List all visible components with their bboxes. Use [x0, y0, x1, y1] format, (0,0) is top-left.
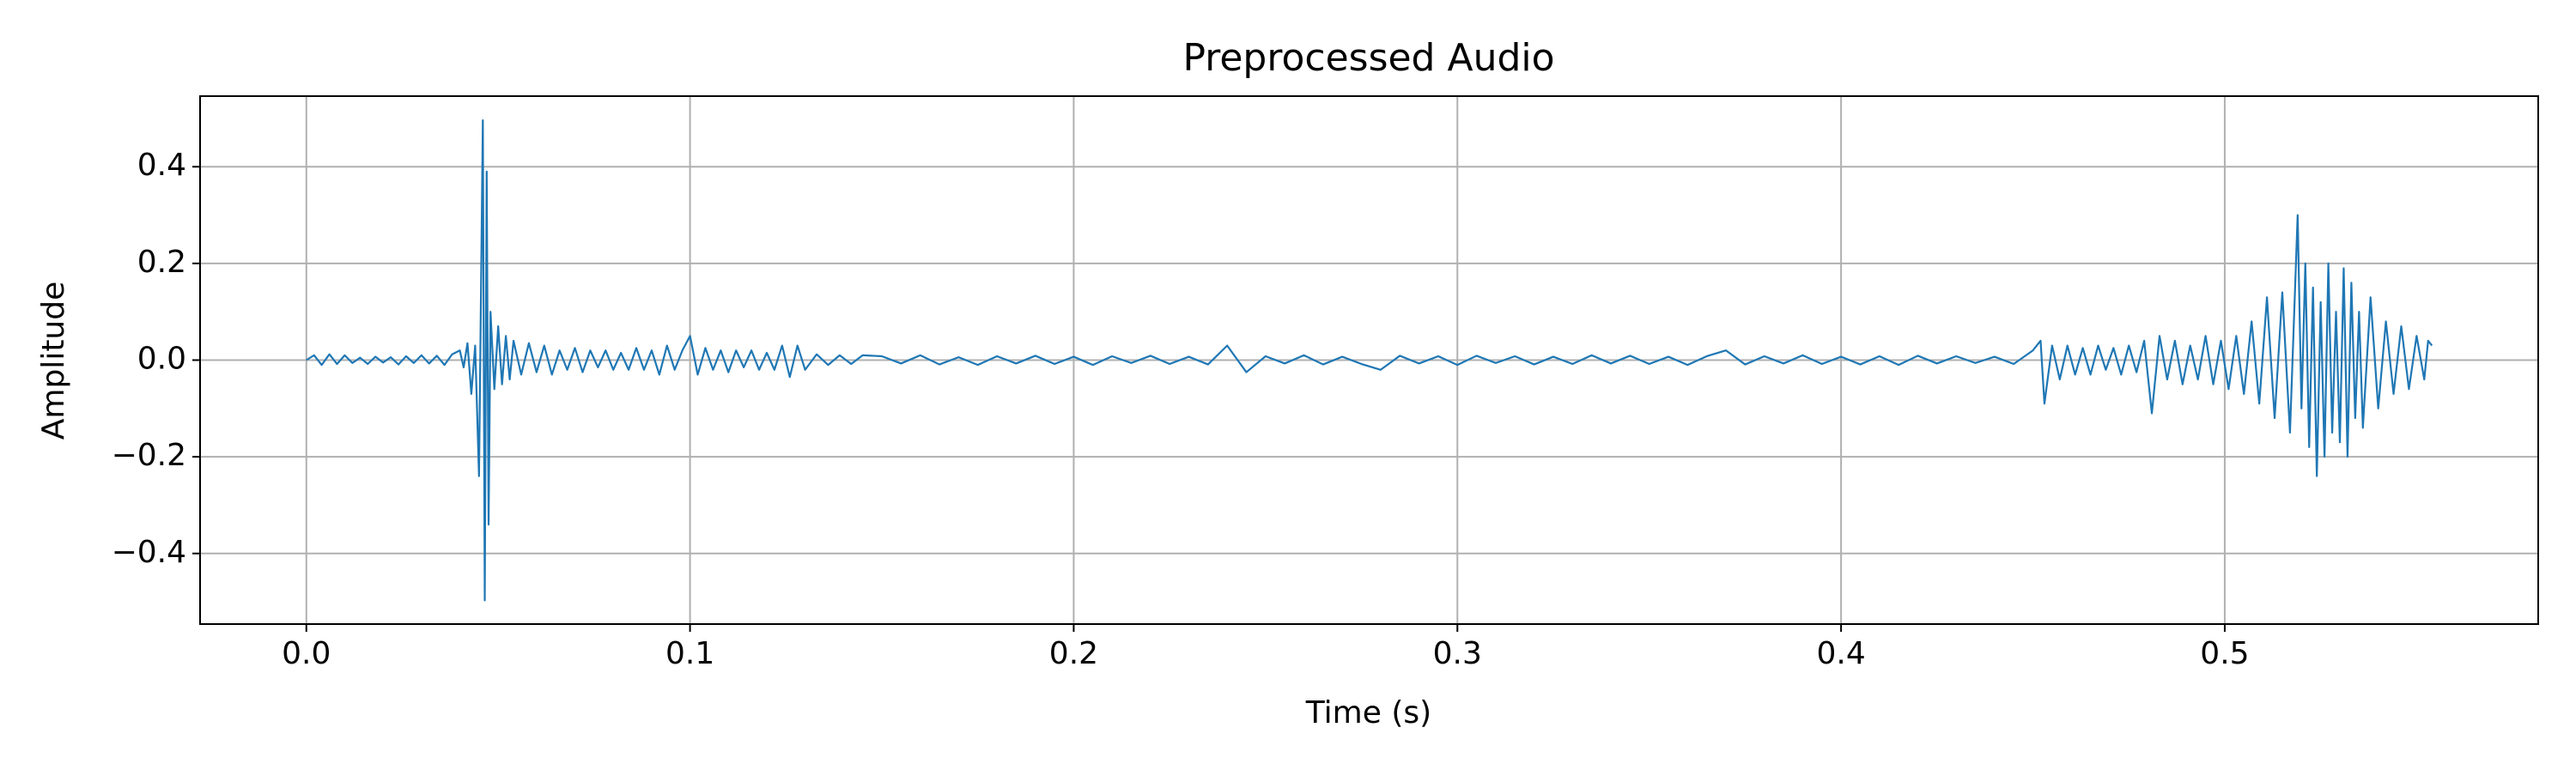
chart-title: Preprocessed Audio	[1182, 36, 1554, 80]
y-axis-label: Amplitude	[36, 282, 71, 440]
y-tick-label: −0.2	[112, 438, 186, 473]
x-axis-label: Time (s)	[1305, 695, 1431, 731]
x-tick-label: 0.3	[1433, 636, 1482, 671]
axes-frame	[199, 95, 2539, 625]
y-tick-label: 0.0	[137, 342, 186, 377]
x-tick-label: 0.0	[282, 636, 331, 671]
x-tick-label: 0.4	[1816, 636, 1865, 671]
x-tick-label: 0.2	[1049, 636, 1098, 671]
y-tick-label: 0.4	[137, 148, 186, 183]
x-tick-label: 0.1	[665, 636, 714, 671]
waveform-line	[306, 119, 2433, 602]
y-tick-label: −0.4	[112, 535, 186, 570]
x-tick-label: 0.5	[2200, 636, 2249, 671]
y-tick-label: 0.2	[137, 245, 186, 280]
